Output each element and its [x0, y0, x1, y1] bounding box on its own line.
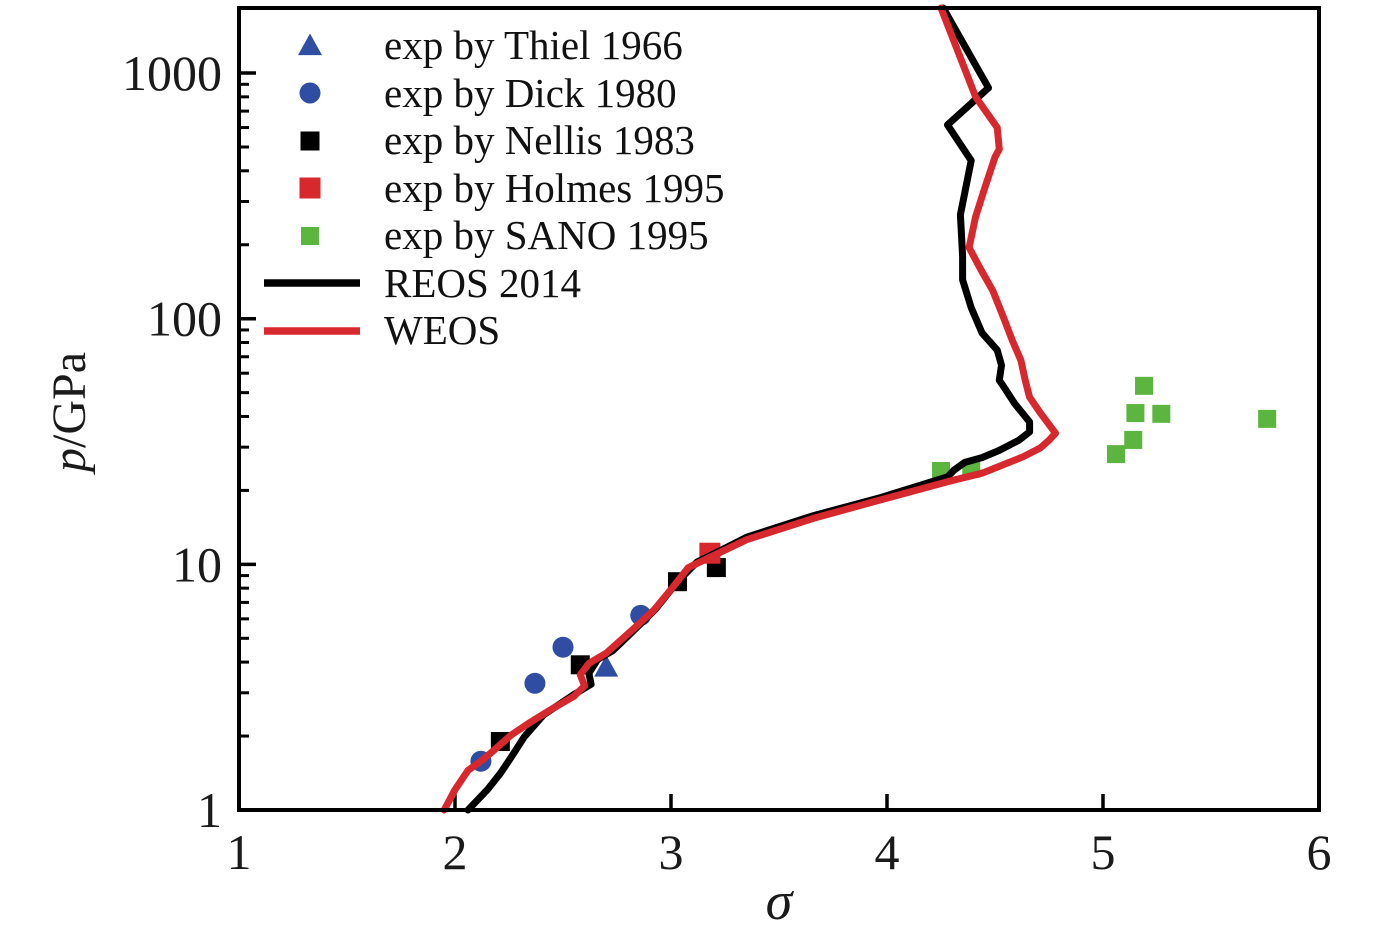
- legend-label: exp by Nellis 1983: [384, 117, 695, 164]
- curve-weos: [440, 4, 1059, 814]
- square-marker-icon: [1126, 404, 1145, 423]
- legend-label: exp by SANO 1995: [384, 212, 709, 259]
- y-axis-tick-label: 1: [197, 782, 222, 838]
- triangle-marker-icon: [594, 655, 619, 677]
- x-axis-tick-label: 2: [443, 824, 468, 880]
- legend-item: exp by SANO 1995: [258, 212, 725, 260]
- legend-marker-svg: [300, 131, 320, 151]
- legend-item: exp by Holmes 1995: [258, 165, 725, 213]
- plot-frame: [237, 6, 1321, 812]
- legend-marker-svg: [298, 33, 322, 55]
- circle-marker-icon: [524, 672, 546, 694]
- square-marker-icon: [301, 226, 319, 245]
- legend-label: exp by Dick 1980: [384, 69, 677, 116]
- legend-marker: [258, 23, 362, 69]
- square-marker-icon: [1258, 409, 1277, 428]
- legend-marker: [258, 70, 362, 116]
- legend-label: REOS 2014: [384, 259, 582, 306]
- circle-marker-icon: [552, 636, 574, 658]
- line-swatch-icon: [264, 327, 360, 335]
- series-exp-by-thiel-1966: [594, 655, 619, 677]
- legend-item: WEOS: [258, 307, 725, 355]
- legend-item: exp by Nellis 1983: [258, 117, 725, 165]
- square-marker-icon: [1124, 430, 1143, 449]
- legend-label: exp by Holmes 1995: [384, 164, 725, 211]
- x-axis-tick-label: 4: [875, 824, 900, 880]
- legend-marker: [258, 260, 362, 306]
- circle-marker-icon: [299, 82, 321, 104]
- x-axis-tick-label: 1: [227, 824, 252, 880]
- x-axis-tick-label: 6: [1307, 824, 1332, 880]
- y-axis-label-symbol: p: [43, 448, 96, 472]
- y-axis-label-unit: /GPa: [43, 352, 96, 448]
- legend-marker-svg: [299, 82, 321, 104]
- y-axis-label: p/GPa: [42, 246, 98, 578]
- legend-item: exp by Dick 1980: [258, 70, 725, 118]
- x-axis-label: σ: [765, 871, 793, 931]
- legend-item: exp by Thiel 1966: [258, 22, 725, 70]
- line-swatch-icon: [264, 279, 360, 287]
- legend-marker: [258, 165, 362, 211]
- legend-marker: [258, 308, 362, 354]
- series-exp-by-sano-1995: [932, 376, 1277, 480]
- legend-marker: [258, 118, 362, 164]
- y-axis-tick-label: 1000: [122, 45, 222, 101]
- legend-item: REOS 2014: [258, 260, 725, 308]
- x-axis-tick-label: 3: [659, 824, 684, 880]
- square-marker-icon: [1106, 445, 1125, 464]
- square-marker-icon: [1152, 404, 1171, 423]
- legend-marker-svg: [264, 327, 360, 335]
- square-marker-icon: [299, 177, 321, 199]
- y-axis-tick-label: 10: [172, 536, 222, 592]
- legend-marker-svg: [264, 279, 360, 287]
- triangle-marker-icon: [298, 33, 322, 55]
- legend-marker: [258, 213, 362, 259]
- legend-label: WEOS: [384, 307, 501, 354]
- square-marker-icon: [1135, 376, 1154, 395]
- y-axis-tick-label: 100: [147, 291, 222, 347]
- x-axis-tick-label: 5: [1091, 824, 1116, 880]
- square-marker-icon: [300, 131, 320, 151]
- legend-marker-svg: [301, 226, 319, 245]
- legend: exp by Thiel 1966 exp by Dick 1980 exp by …: [258, 22, 725, 355]
- legend-marker-svg: [299, 177, 321, 199]
- legend-label: exp by Thiel 1966: [384, 22, 683, 69]
